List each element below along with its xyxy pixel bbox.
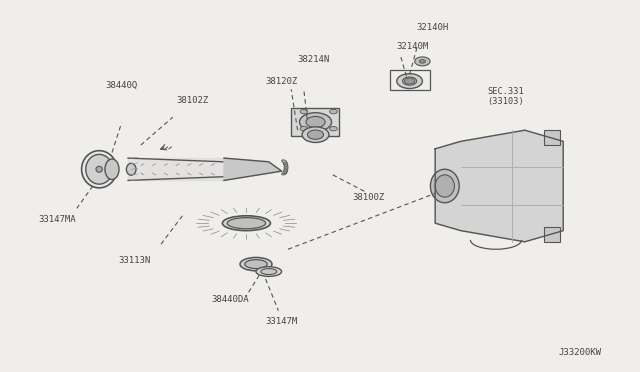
- Ellipse shape: [127, 163, 136, 175]
- Ellipse shape: [227, 218, 266, 229]
- Ellipse shape: [96, 166, 102, 172]
- Ellipse shape: [86, 154, 113, 184]
- Text: 33147MA: 33147MA: [39, 215, 76, 224]
- Ellipse shape: [282, 160, 287, 163]
- Text: 33113N: 33113N: [118, 256, 150, 265]
- Text: 38120Z: 38120Z: [266, 77, 298, 86]
- Bar: [291, 108, 339, 136]
- Ellipse shape: [261, 269, 277, 275]
- Ellipse shape: [256, 267, 282, 276]
- Text: 38102Z: 38102Z: [176, 96, 208, 105]
- Ellipse shape: [435, 175, 454, 197]
- Ellipse shape: [430, 169, 459, 203]
- Ellipse shape: [306, 116, 325, 128]
- Circle shape: [330, 109, 337, 114]
- Ellipse shape: [283, 170, 287, 174]
- Circle shape: [404, 78, 415, 84]
- Ellipse shape: [245, 260, 268, 269]
- Text: SEC.331
(33103): SEC.331 (33103): [487, 87, 524, 106]
- Ellipse shape: [283, 161, 287, 165]
- Ellipse shape: [307, 130, 323, 140]
- Text: 38214N: 38214N: [298, 55, 330, 64]
- Polygon shape: [435, 130, 563, 242]
- Bar: [544, 130, 560, 145]
- Polygon shape: [224, 158, 282, 180]
- Ellipse shape: [223, 216, 270, 231]
- Ellipse shape: [282, 172, 287, 175]
- Ellipse shape: [105, 159, 119, 179]
- Ellipse shape: [284, 165, 288, 168]
- Circle shape: [300, 126, 308, 131]
- Ellipse shape: [300, 113, 332, 131]
- Ellipse shape: [284, 169, 288, 172]
- Ellipse shape: [397, 74, 422, 89]
- Bar: [544, 227, 560, 242]
- Circle shape: [419, 60, 426, 63]
- Ellipse shape: [284, 167, 288, 170]
- Bar: [390, 70, 430, 90]
- Text: 32140M: 32140M: [397, 42, 429, 51]
- Ellipse shape: [302, 127, 329, 142]
- Ellipse shape: [403, 77, 417, 85]
- Circle shape: [300, 109, 308, 114]
- Ellipse shape: [240, 257, 272, 271]
- Circle shape: [330, 126, 337, 131]
- Ellipse shape: [284, 163, 288, 166]
- Circle shape: [415, 57, 430, 66]
- Text: 38100Z: 38100Z: [352, 193, 384, 202]
- Text: 38440Q: 38440Q: [106, 81, 138, 90]
- Text: J33200KW: J33200KW: [559, 348, 602, 357]
- Text: 38440DA: 38440DA: [212, 295, 249, 304]
- Text: 32140H: 32140H: [416, 23, 448, 32]
- Text: 33147M: 33147M: [266, 317, 298, 326]
- Ellipse shape: [82, 151, 117, 188]
